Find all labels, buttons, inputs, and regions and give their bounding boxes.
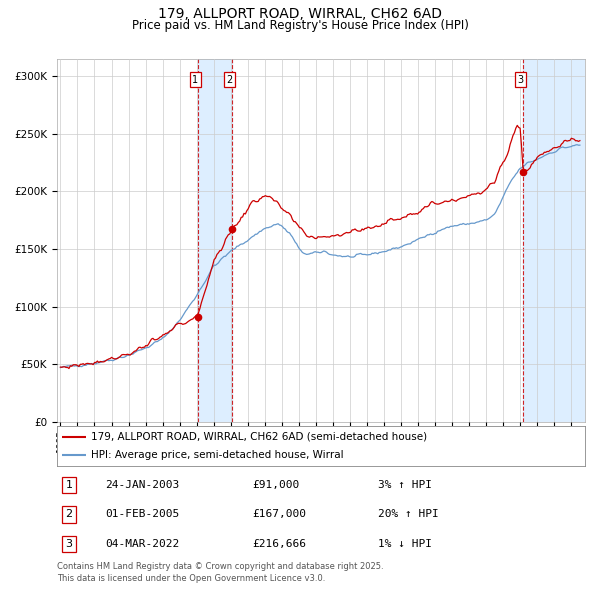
Text: £167,000: £167,000	[252, 510, 306, 519]
Text: 2: 2	[227, 75, 233, 85]
Text: £91,000: £91,000	[252, 480, 299, 490]
Text: 179, ALLPORT ROAD, WIRRAL, CH62 6AD: 179, ALLPORT ROAD, WIRRAL, CH62 6AD	[158, 7, 442, 21]
Text: 1: 1	[192, 75, 199, 85]
Text: 04-MAR-2022: 04-MAR-2022	[105, 539, 179, 549]
Text: This data is licensed under the Open Government Licence v3.0.: This data is licensed under the Open Gov…	[57, 574, 325, 583]
Text: 1% ↓ HPI: 1% ↓ HPI	[378, 539, 432, 549]
Text: 3% ↑ HPI: 3% ↑ HPI	[378, 480, 432, 490]
Text: HPI: Average price, semi-detached house, Wirral: HPI: Average price, semi-detached house,…	[91, 450, 344, 460]
Text: 3: 3	[65, 539, 73, 549]
Text: 179, ALLPORT ROAD, WIRRAL, CH62 6AD (semi-detached house): 179, ALLPORT ROAD, WIRRAL, CH62 6AD (sem…	[91, 432, 427, 442]
Text: 3: 3	[518, 75, 524, 85]
Text: 1: 1	[65, 480, 73, 490]
Bar	[198, 59, 232, 422]
Text: Contains HM Land Registry data © Crown copyright and database right 2025.: Contains HM Land Registry data © Crown c…	[57, 562, 383, 571]
Text: 01-FEB-2005: 01-FEB-2005	[105, 510, 179, 519]
Bar	[523, 59, 585, 422]
Text: £216,666: £216,666	[252, 539, 306, 549]
Text: 2: 2	[65, 510, 73, 519]
Text: 20% ↑ HPI: 20% ↑ HPI	[378, 510, 439, 519]
Text: Price paid vs. HM Land Registry's House Price Index (HPI): Price paid vs. HM Land Registry's House …	[131, 19, 469, 32]
Text: 24-JAN-2003: 24-JAN-2003	[105, 480, 179, 490]
